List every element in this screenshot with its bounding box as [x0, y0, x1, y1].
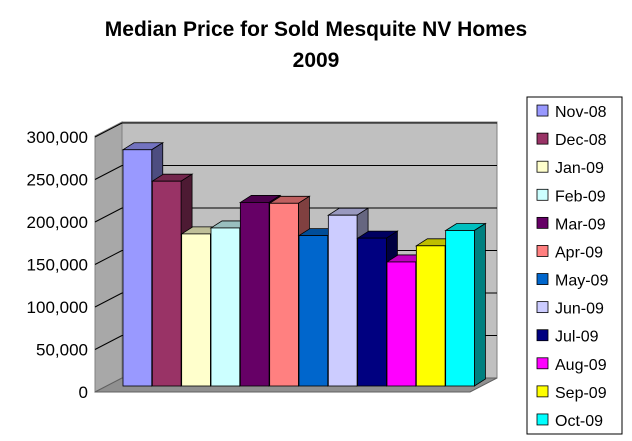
legend-label: Dec-08: [555, 132, 607, 149]
bar-front: [210, 227, 241, 387]
legend-swatch: [536, 357, 549, 370]
legend-label: Nov-08: [555, 104, 607, 121]
legend-item-Jun-09: Jun-09: [536, 301, 604, 318]
chart-title: Median Price for Sold Mesquite NV Homes: [104, 18, 528, 41]
legend-swatch: [536, 216, 549, 229]
legend-item-Mar-09: Mar-09: [536, 216, 606, 233]
bar-front: [151, 180, 182, 387]
legend-item-Sep-09: Sep-09: [536, 385, 607, 402]
bar-front: [239, 202, 270, 387]
y-tick-label: 50,000: [36, 341, 88, 360]
gridline-side: [94, 335, 123, 350]
legend-item-May-09: May-09: [536, 273, 608, 290]
bar-front: [269, 202, 299, 387]
legend-item-Jan-09: Jan-09: [536, 160, 604, 177]
legend-item-Oct-09: Oct-09: [536, 413, 603, 430]
bar-front: [122, 149, 153, 387]
legend-item-Dec-08: Dec-08: [536, 132, 607, 149]
legend-label: Apr-09: [555, 244, 603, 261]
chart-subtitle: 2009: [292, 49, 340, 72]
legend-label: Oct-09: [555, 413, 603, 430]
bar-side: [474, 222, 486, 387]
legend-swatch: [536, 301, 549, 314]
legend-swatch: [536, 104, 549, 117]
legend-swatch: [536, 413, 549, 426]
legend-swatch: [536, 329, 549, 342]
y-axis: 0 50,000 100,000 150,000 200,000 250,000 300,0…: [27, 128, 88, 402]
legend-item-Apr-09: Apr-09: [536, 244, 603, 261]
legend-item-Feb-09: Feb-09: [536, 188, 606, 205]
gridline-side: [94, 207, 123, 223]
y-tick-label: 200,000: [27, 213, 88, 232]
legend-label: May-09: [555, 273, 608, 290]
legend-box: [526, 96, 623, 435]
legend-label: Sep-09: [555, 385, 607, 402]
y-tick-label: 300,000: [27, 128, 88, 147]
bar-front: [357, 237, 387, 387]
bar-front: [327, 214, 358, 387]
legend-label: Aug-09: [555, 357, 607, 374]
legend-swatch: [536, 132, 549, 145]
legend-swatch: [536, 385, 549, 398]
bar-series: [121, 142, 487, 387]
y-tick-label: 100,000: [27, 298, 88, 317]
legend-label: Jun-09: [555, 301, 604, 318]
legend-swatch: [536, 160, 549, 173]
legend-label: Mar-09: [555, 216, 606, 233]
legend-swatch: [536, 273, 549, 285]
bar-Oct-09: [444, 222, 487, 387]
gridline-side: [94, 292, 123, 308]
legend-item-Jul-09: Jul-09: [536, 329, 599, 346]
legend-item-Nov-08: Nov-08: [536, 104, 607, 121]
y-tick-label: 250,000: [27, 171, 88, 190]
y-tick-label: 0: [79, 383, 88, 402]
legend: Nov-08 Dec-08 Jan-09 Feb-09 Mar-09 Apr-09 May-…: [526, 96, 623, 435]
legend-swatch: [536, 188, 549, 201]
legend-label: Jul-09: [555, 329, 599, 346]
bar-front: [445, 230, 475, 387]
legend-swatch: [536, 245, 549, 257]
bar-front: [415, 245, 446, 387]
gridline-side: [94, 165, 123, 180]
y-tick-label: 150,000: [27, 256, 88, 275]
legend-label: Feb-09: [555, 188, 606, 205]
gridline-side: [94, 122, 123, 138]
legend-label: Jan-09: [555, 160, 604, 177]
legend-item-Aug-09: Aug-09: [536, 357, 607, 374]
bar-front: [181, 233, 211, 387]
gridline-side: [94, 250, 123, 265]
bar-front: [386, 261, 417, 387]
bar-front: [298, 235, 329, 387]
